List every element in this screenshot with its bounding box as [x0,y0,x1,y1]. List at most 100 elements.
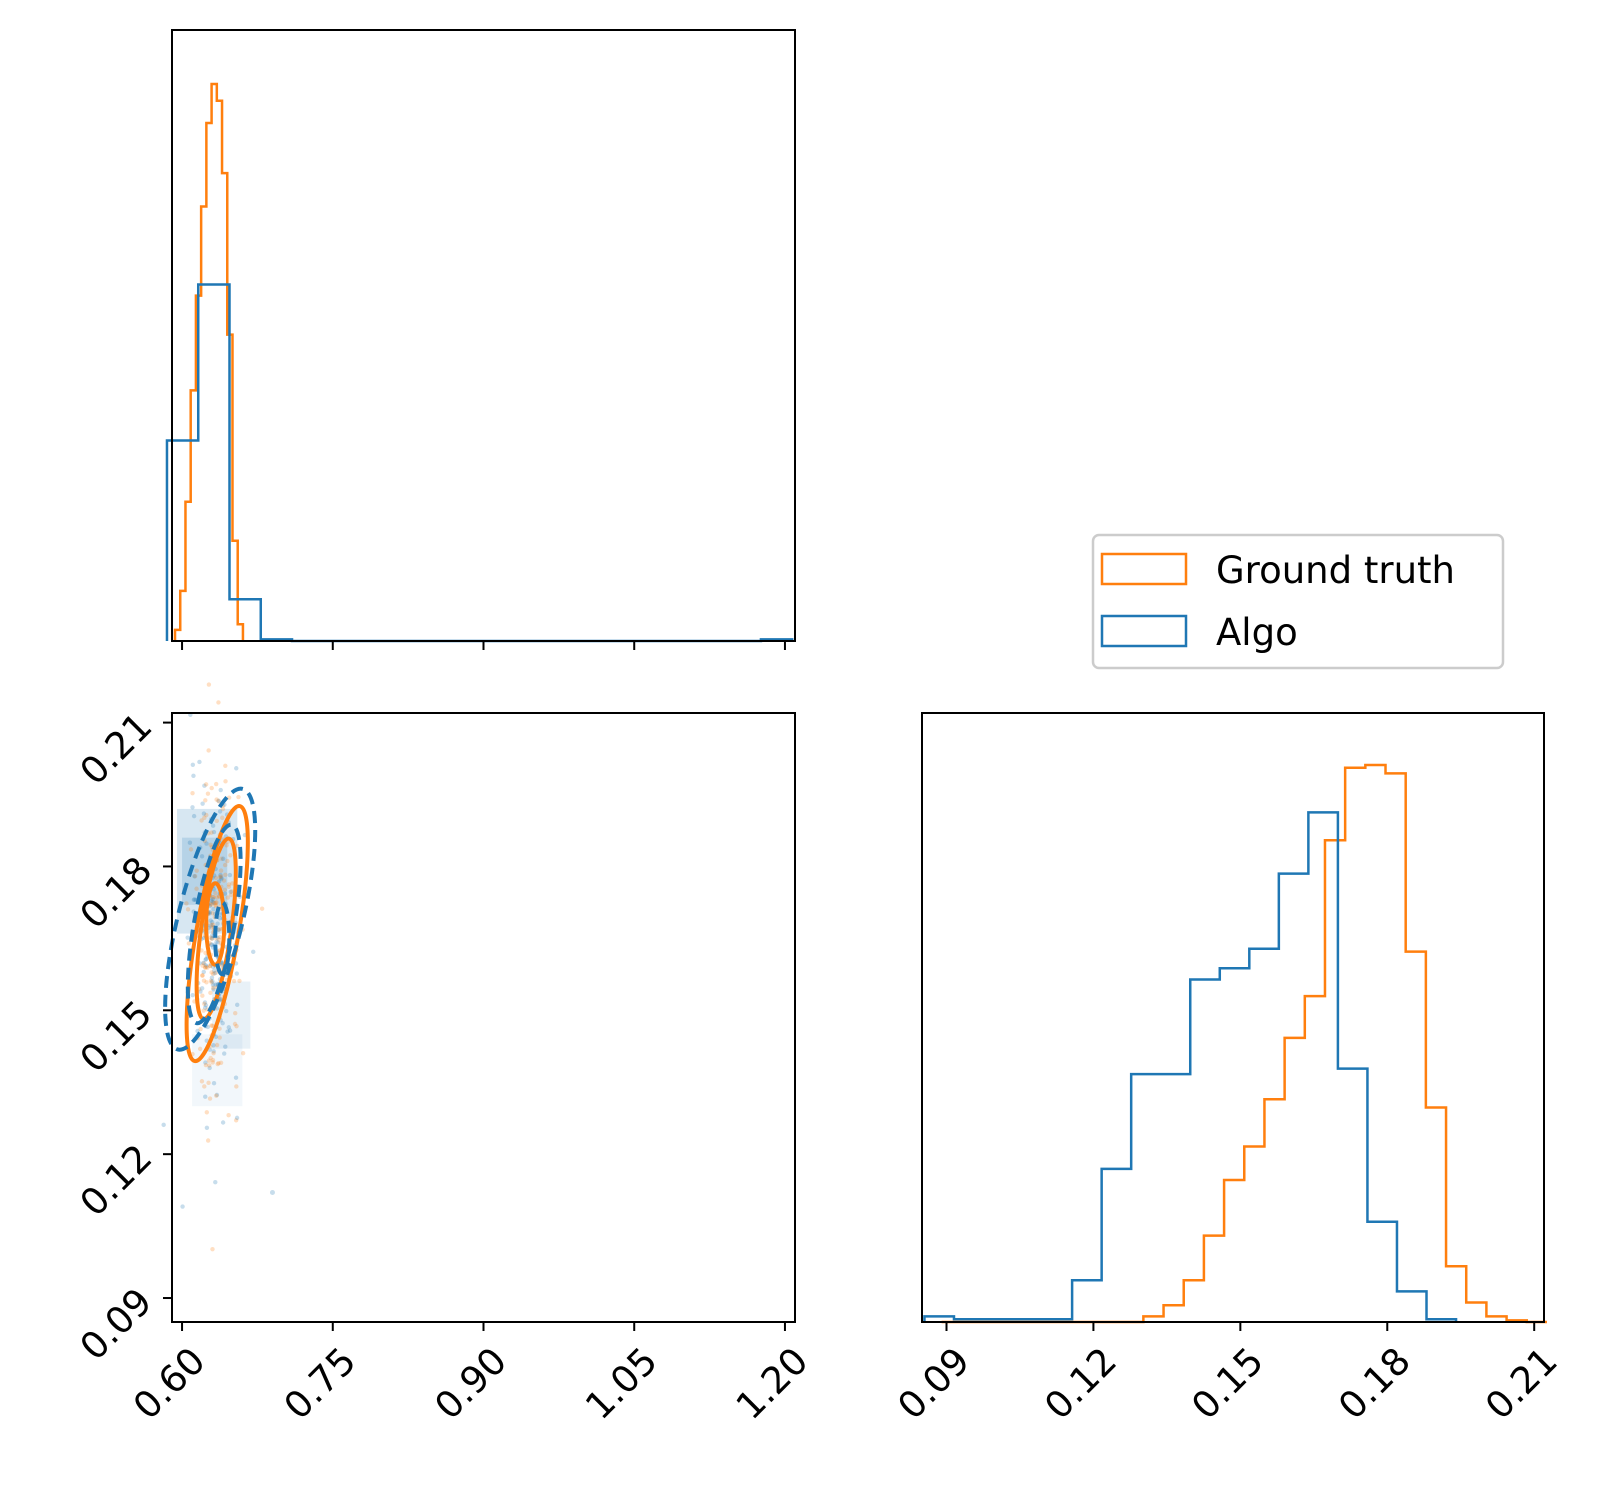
bl-scatter-point [200,973,205,978]
bl-scatter-point [218,1060,224,1066]
bl-scatter-point [211,900,216,905]
bl-scatter-point [202,783,207,788]
bl-scatter-point [217,1035,222,1040]
panel-bottom-right-histogram: 0.09 0.12 0.15 0.18 0.21 [889,712,1566,1428]
bl-scatter-point [207,963,213,969]
bl-scatter-point [222,862,228,868]
bl-scatter-point [214,895,219,900]
bl-scatter-point [214,797,219,802]
bl-scatter-point [203,957,208,962]
bl-scatter-point [208,990,213,995]
bl-xtick-label-4: 1.20 [728,1339,817,1428]
bl-scatter-point [213,982,218,987]
bl-xtick-label-0: 0.60 [125,1339,214,1428]
bl-scatter-point [213,970,219,975]
bl-scatter-point [210,911,215,916]
bl-scatter-point [204,841,209,846]
br-hist-ground-truth [941,763,1547,1324]
bl-scatter-point [226,884,232,889]
bl-scatter-point [211,829,217,835]
bl-scatter-point [228,892,234,898]
bl-scatter-point [199,854,205,859]
bl-scatter-point [204,964,209,969]
bl-scatter-point [234,1023,239,1029]
bl-scatter-point [198,989,203,994]
bl-scatter-point [211,906,216,912]
bl-scatter-point [213,875,219,881]
bl-density-shade-3 [192,1034,243,1107]
bl-scatter-point [226,1025,231,1030]
bl-scatter-point [213,1034,219,1040]
bl-xtick-label-2: 0.90 [426,1339,515,1428]
bl-scatter-point [204,980,209,985]
bl-scatter-point [219,960,225,966]
bl-scatter-point [209,970,214,975]
bl-scatter-point [200,973,205,978]
bl-scatter-point [201,978,207,983]
bl-scatter-point [213,781,219,787]
br-xtick-label-3: 0.18 [1330,1339,1419,1428]
legend-label-algo: Algo [1216,611,1298,654]
bl-ytick-label-2: 0.15 [72,992,161,1081]
bl-ytick-label-0: 0.09 [72,1280,161,1369]
bl-scatter-point [212,971,217,976]
bl-scatter-point [208,918,213,923]
bl-scatter-point [216,1060,221,1066]
bl-scatter-point [209,830,214,835]
bl-scatter-point [240,1051,246,1056]
bl-scatter-point [214,939,219,945]
bl-scatter-point [219,875,224,880]
bl-scatter-point [215,921,220,926]
bl-ytick-label-4: 0.21 [72,705,161,794]
bl-scatter-point [203,798,208,803]
bl-scatter-point [209,975,215,980]
bl-scatter-point [203,1060,208,1065]
bl-scatter-point [209,942,214,948]
bl-scatter-point [220,856,226,861]
bl-scatter-point [205,791,211,796]
bl-scatter-point [212,900,217,906]
bl-scatter-point [213,1179,218,1185]
bl-scatter-point [230,881,235,886]
bl-scatter-point [199,1079,205,1084]
bl-scatter-point [210,920,215,925]
bl-scatter-point [228,853,233,858]
tl-hist-ground-truth [173,82,245,641]
bl-scatter-point [204,1125,210,1130]
bl-scatter-point [228,889,233,895]
bl-scatter-point [206,1080,211,1086]
panel-top-left-histogram [165,29,796,650]
bl-scatter-point [201,969,206,975]
legend-swatch-ground-truth [1100,552,1188,586]
bl-scatter-point [206,748,211,753]
bl-scatter-point [192,874,197,879]
bl-scatter-point [201,1008,206,1013]
bl-scatter-point [213,900,218,905]
legend-label-ground-truth: Ground truth [1216,549,1455,592]
bl-scatter-point [211,1080,217,1086]
bl-scatter-point [202,815,207,820]
bl-scatter-point [210,978,215,984]
bl-scatter-point [184,901,189,906]
legend-swatch-algo [1100,614,1188,648]
bl-scatter-point [210,899,215,905]
bl-scatter-point [215,1061,220,1067]
bl-scatter-point [186,941,192,946]
bl-scatter-point [210,1057,216,1063]
bl-scatter-point [234,766,239,771]
bl-scatter-point [187,840,193,845]
bl-xtick-label-3: 1.05 [577,1339,666,1428]
bl-scatter-point [200,993,205,998]
tl-axes-frame [171,29,796,642]
bl-scatter-point [194,868,199,873]
bl-scatter-point [207,1065,212,1071]
bl-scatter-point [192,874,198,879]
bl-scatter-point [191,813,197,819]
bl-scatter-point [201,811,207,816]
bl-scatter-point [213,902,219,908]
bl-scatter-point [206,1058,212,1063]
bl-scatter-point [209,942,214,947]
bl-scatter-point [218,874,224,879]
bl-scatter-point [204,812,209,818]
